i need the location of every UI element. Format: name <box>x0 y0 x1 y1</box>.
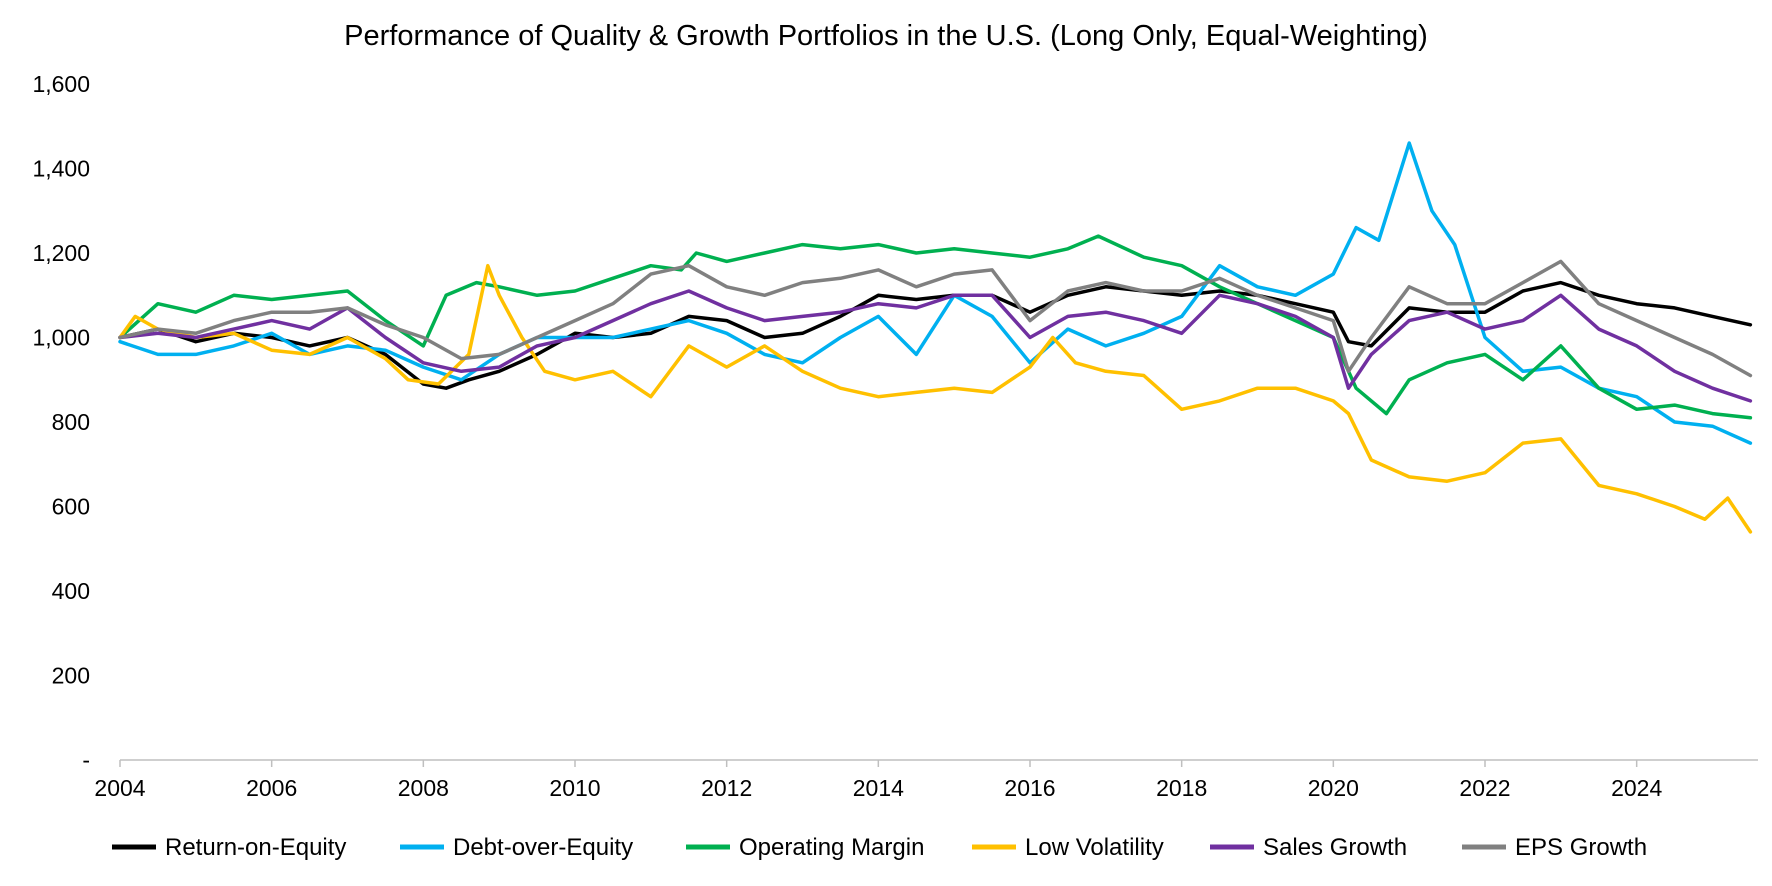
x-tick-label-4: 2012 <box>701 775 752 801</box>
x-tick-label-8: 2020 <box>1308 775 1359 801</box>
y-tick-label-3: 600 <box>52 494 90 520</box>
y-tick-label-6: 1,200 <box>32 240 90 266</box>
plot-series <box>118 141 1753 534</box>
x-tick-label-2: 2008 <box>398 775 449 801</box>
y-tick-label-8: 1,600 <box>32 71 90 97</box>
legend: Return-on-Equity Debt-over-Equity Operatin… <box>112 834 1647 861</box>
y-tick-label-0: - <box>82 747 90 773</box>
series-line-eps-growth <box>118 259 1753 378</box>
y-tick-label-5: 1,000 <box>32 325 90 351</box>
legend-label-low-volatility: Low Volatility <box>1025 834 1164 861</box>
x-tick-label-0: 2004 <box>94 775 145 801</box>
series-line-return-on-equity <box>118 280 1753 390</box>
series-line-sales-growth <box>118 289 1753 403</box>
x-tick-label-7: 2018 <box>1156 775 1207 801</box>
x-tick-label-3: 2010 <box>549 775 600 801</box>
series-line-low-volatility <box>118 263 1753 534</box>
y-axis: - 200 400 600 800 1,000 1,200 1,400 1,600 <box>32 71 90 773</box>
y-tick-label-1: 200 <box>52 663 90 689</box>
legend-label-operating-margin: Operating Margin <box>739 834 924 861</box>
chart-title: Performance of Quality & Growth Portfoli… <box>344 20 1428 52</box>
y-tick-label-4: 800 <box>52 409 90 435</box>
legend-label-eps-growth: EPS Growth <box>1515 834 1647 861</box>
x-axis: 2004 2006 2008 2010 2012 2014 2016 2018 2020 2022… <box>94 759 1758 801</box>
legend-label-return-on-equity: Return-on-Equity <box>165 834 346 861</box>
x-tick-label-10: 2024 <box>1611 775 1662 801</box>
series-line-operating-margin <box>118 234 1753 420</box>
legend-label-debt-over-equity: Debt-over-Equity <box>453 834 633 861</box>
legend-label-sales-growth: Sales Growth <box>1263 834 1407 861</box>
y-tick-label-7: 1,400 <box>32 156 90 182</box>
y-tick-label-2: 400 <box>52 578 90 604</box>
x-tick-label-6: 2016 <box>1004 775 1055 801</box>
x-tick-label-5: 2014 <box>853 775 904 801</box>
series-line-debt-over-equity <box>118 141 1753 445</box>
x-tick-label-1: 2006 <box>246 775 297 801</box>
x-tick-label-9: 2022 <box>1459 775 1510 801</box>
